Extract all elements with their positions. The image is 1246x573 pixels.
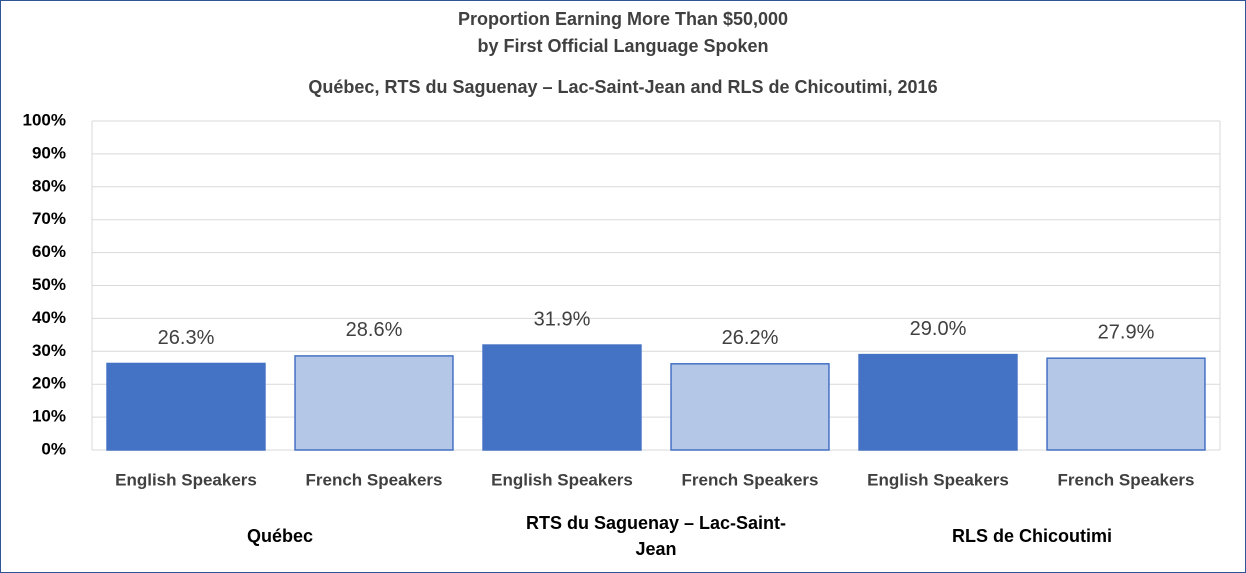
bar	[482, 344, 642, 451]
bar	[106, 362, 266, 451]
y-tick-label: 70%	[32, 209, 66, 228]
x-tick-label: French Speakers	[305, 470, 442, 489]
y-tick-label: 80%	[32, 176, 66, 195]
y-tick-label: 20%	[32, 374, 66, 393]
y-tick-label: 90%	[32, 143, 66, 162]
group-label: RTS du Saguenay – Lac-Saint-Jean	[525, 513, 787, 559]
value-label: 29.0%	[910, 318, 967, 340]
value-label: 31.9%	[534, 308, 591, 330]
bar	[1046, 357, 1206, 451]
y-tick-label: 0%	[41, 439, 66, 458]
group-label: Québec	[246, 526, 314, 546]
value-label: 28.6%	[346, 319, 403, 341]
y-tick-label: 40%	[32, 308, 66, 327]
chart-title: Proportion Earning More Than $50,000	[458, 9, 788, 29]
x-tick-label: English Speakers	[491, 470, 633, 489]
value-label: 27.9%	[1098, 321, 1155, 343]
bar	[294, 355, 454, 451]
x-tick-label: French Speakers	[1057, 470, 1194, 489]
bar	[858, 353, 1018, 451]
value-label: 26.3%	[158, 327, 215, 349]
y-tick-label: 10%	[32, 407, 66, 426]
x-tick-label: English Speakers	[867, 470, 1009, 489]
y-tick-label: 60%	[32, 242, 66, 261]
chart-title: Québec, RTS du Saguenay – Lac-Saint-Jean…	[308, 77, 937, 97]
y-tick-label: 50%	[32, 275, 66, 294]
group-label: RLS de Chicoutimi	[951, 526, 1112, 546]
y-tick-label: 100%	[23, 110, 66, 129]
bar	[670, 363, 830, 451]
value-label: 26.2%	[722, 327, 779, 349]
x-tick-label: French Speakers	[681, 470, 818, 489]
x-tick-label: English Speakers	[115, 470, 257, 489]
y-tick-label: 30%	[32, 341, 66, 360]
chart-title: by First Official Language Spoken	[477, 36, 768, 56]
